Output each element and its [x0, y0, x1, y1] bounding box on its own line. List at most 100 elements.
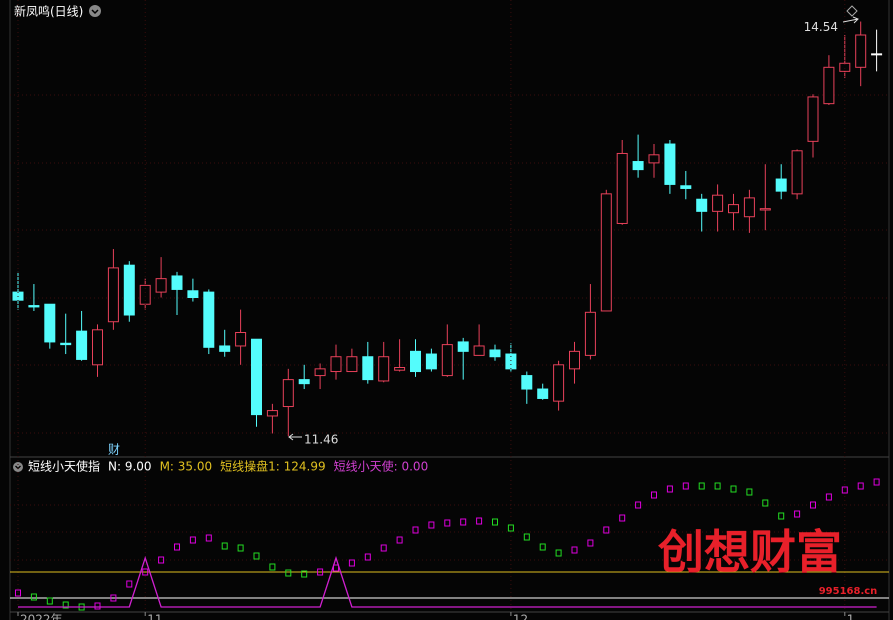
- candle-body: [44, 303, 56, 343]
- candle-body: [251, 338, 262, 416]
- candle-body: [60, 342, 72, 346]
- x-tick-label: 1: [847, 613, 855, 620]
- indicator-marker: [762, 499, 769, 507]
- indicator-marker: [269, 563, 276, 571]
- watermark: 创想财富 995168.cn: [658, 525, 877, 597]
- indicator-marker: [237, 544, 244, 552]
- candle-body: [203, 291, 215, 348]
- indicator-marker: [794, 510, 801, 518]
- candle-body: [187, 290, 199, 298]
- indicator-marker: [873, 478, 880, 486]
- indicator-marker: [189, 536, 196, 544]
- param-label: N: 9.00: [108, 460, 152, 474]
- candle-body: [92, 329, 103, 366]
- indicator-marker: [841, 486, 848, 494]
- candle-body: [441, 344, 453, 377]
- indicator-marker: [174, 543, 180, 551]
- indicator-marker: [30, 593, 37, 601]
- indicator-marker: [476, 517, 483, 525]
- candle-body: [425, 353, 437, 370]
- indicator-marker: [857, 482, 864, 490]
- candle-body: [807, 96, 819, 142]
- indicator-marker: [603, 526, 610, 534]
- indicator-marker: [142, 568, 149, 576]
- high-arrow: [842, 16, 859, 24]
- candle-body: [569, 350, 580, 370]
- candle-body: [298, 379, 310, 385]
- indicator-marker: [94, 602, 101, 610]
- indicator-marker: [651, 491, 657, 499]
- candle-body: [457, 341, 469, 352]
- candle-body: [839, 62, 851, 72]
- indicator-marker: [492, 518, 498, 526]
- candle-body: [743, 197, 755, 218]
- candle-body: [584, 311, 596, 356]
- candle-body: [266, 410, 278, 417]
- candle-body: [76, 330, 88, 360]
- candle-body: [648, 154, 660, 164]
- indicator-marker: [555, 549, 562, 557]
- indicator-marker: [682, 482, 689, 490]
- candle-body: [680, 185, 692, 189]
- indicator-marker: [619, 514, 626, 522]
- indicator-marker: [364, 553, 371, 561]
- candle-body: [394, 367, 406, 371]
- low-arrow: [288, 433, 302, 441]
- indicator-marker: [571, 546, 578, 554]
- indicator-marker: [523, 533, 530, 541]
- candle-body: [314, 368, 326, 377]
- candle-body: [171, 275, 183, 290]
- candle-body: [696, 198, 708, 212]
- candle-body: [346, 356, 358, 373]
- param-label: M: 35.00: [160, 460, 213, 474]
- candle-body: [775, 178, 787, 192]
- candle-body: [855, 34, 867, 68]
- indicator-marker: [158, 556, 165, 564]
- indicator-marker: [746, 488, 753, 496]
- candle-body: [107, 267, 119, 323]
- candle-body: [712, 194, 724, 212]
- indicator-marker: [539, 543, 546, 551]
- indicator-marker: [396, 536, 403, 544]
- indicator-marker: [285, 569, 292, 577]
- indicator-marker: [412, 526, 419, 534]
- indicator-marker: [110, 594, 117, 602]
- indicator-marker: [317, 568, 324, 576]
- candle-body: [235, 332, 247, 347]
- high-label: 14.54: [804, 20, 838, 34]
- indicator-marker: [253, 552, 260, 560]
- candle-body: [728, 204, 739, 214]
- candle-body: [473, 345, 485, 356]
- candle-body: [282, 379, 294, 408]
- candle-body: [537, 388, 549, 399]
- indicator-marker: [666, 485, 673, 493]
- grid: [10, 94, 889, 561]
- candle-body: [123, 264, 135, 316]
- candle-body: [410, 350, 421, 373]
- indicator-title: 短线小天使指: [28, 459, 100, 474]
- indicator-marker: [221, 542, 228, 550]
- legend-label: 短线小天使: 0.00: [334, 459, 429, 474]
- indicator-marker: [714, 482, 721, 490]
- chart-title: 新凤鸣(日线): [14, 4, 83, 19]
- candle-body: [632, 161, 644, 171]
- indicator-marker: [205, 534, 212, 542]
- indicator-marker: [126, 580, 133, 588]
- candle-body: [489, 349, 501, 358]
- diamond-icon[interactable]: [846, 5, 858, 17]
- x-tick-label: 11: [147, 613, 162, 620]
- candle-body: [823, 66, 835, 105]
- x-tick-label: 2022年: [20, 613, 63, 620]
- dropdown-icon[interactable]: [89, 5, 101, 17]
- indicator-marker: [507, 524, 514, 532]
- indicator-marker: [301, 570, 308, 578]
- candle-body: [378, 356, 390, 382]
- indicator-marker: [698, 482, 705, 490]
- indicator-marker: [810, 501, 816, 509]
- indicator-marker: [825, 493, 832, 501]
- dropdown-icon[interactable]: [13, 462, 23, 472]
- indicator-marker: [778, 512, 785, 520]
- indicator-marker: [635, 501, 642, 509]
